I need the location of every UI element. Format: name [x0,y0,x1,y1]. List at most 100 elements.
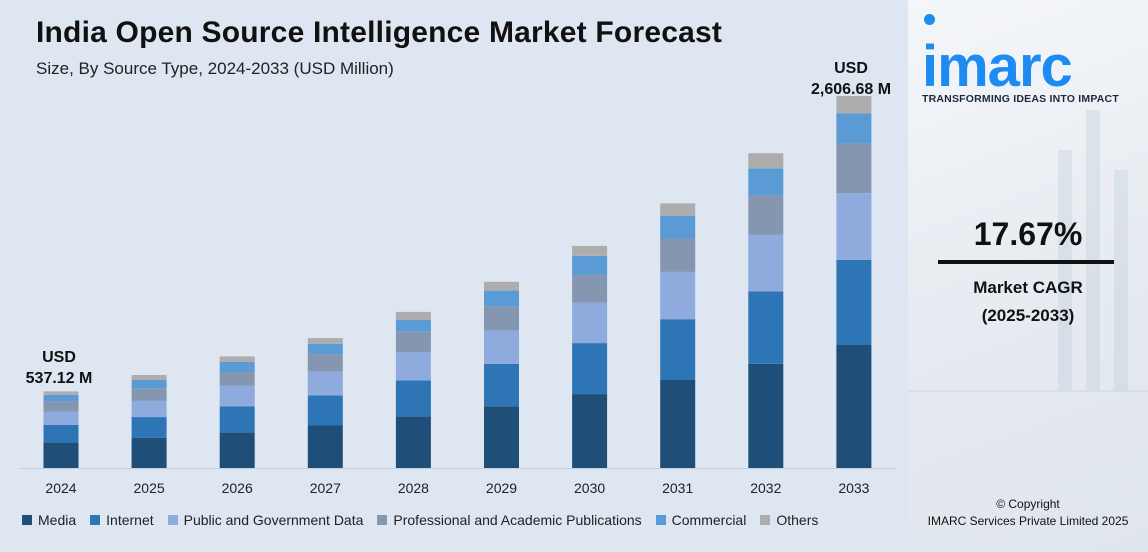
bar-segment-2028-public-and-government-data [395,352,431,381]
bar-segment-2032-others [748,153,784,169]
bar-segment-2031-professional-and-academic-publications [660,238,696,272]
bar-segment-2025-others [131,375,167,380]
x-tick-label-2027: 2027 [310,480,341,496]
cagr-value: 17.67% [973,216,1083,252]
decorative-bar [1114,170,1128,390]
legend-swatch-internet [90,515,101,525]
bar-segment-2024-others [43,391,79,395]
bar-segment-2032-professional-and-academic-publications [748,195,784,235]
x-tick-label-2026: 2026 [222,480,253,496]
bar-segment-2029-professional-and-academic-publications [484,306,519,331]
bar-segment-2032-commercial [748,168,784,196]
cagr-period: (2025-2033) [981,306,1075,325]
decorative-bar [1086,110,1100,390]
chart-panel: India Open Source Intelligence Market Fo… [0,0,908,552]
bar-segment-2027-media [307,425,343,468]
x-tick-label-2031: 2031 [662,480,693,496]
bar-segment-2024-internet [43,425,79,443]
bar-segment-2024-public-and-government-data [43,411,79,425]
bar-segment-2033-internet [836,259,872,345]
bar-segment-2024-media [43,442,79,468]
x-tick-label-2033: 2033 [838,480,869,496]
legend-label-commercial: Commercial [671,512,747,528]
bar-segment-2026-media [219,432,255,468]
bar-segment-2027-professional-and-academic-publications [307,354,343,372]
bar-segment-2029-others [484,281,519,291]
bar-segment-2028-others [395,311,431,320]
chart-title: India Open Source Intelligence Market Fo… [36,16,723,49]
chart-subtitle: Size, By Source Type, 2024-2033 (USD Mil… [36,59,394,78]
x-tick-label-2032: 2032 [750,480,781,496]
x-tick-label-2030: 2030 [574,480,605,496]
bar-segment-2024-professional-and-academic-publications [43,401,79,412]
bar-segment-2026-public-and-government-data [219,385,255,407]
bar-segment-2030-internet [572,343,608,394]
bar-segment-2027-commercial [307,343,343,355]
imarc-logo: imarc [922,34,1073,99]
bar-segment-2027-internet [307,395,343,426]
bar-segment-2030-media [572,394,608,468]
legend-item-others: Others [760,512,818,528]
bar-segment-2027-public-and-government-data [307,371,343,396]
bar-segment-2030-professional-and-academic-publications [572,274,608,303]
brand-tagline: TRANSFORMING IDEAS INTO IMPACT [922,93,1119,105]
bar-segment-2030-commercial [572,255,608,275]
bar-segment-2033-commercial [836,113,872,144]
bar-segment-2028-professional-and-academic-publications [395,331,431,353]
bar-segment-2024-commercial [43,394,79,402]
bar-segment-2029-internet [484,363,519,407]
x-tick-label-2028: 2028 [398,480,429,496]
end-unit-label: USD [834,60,868,77]
bar-segment-2025-public-and-government-data [131,400,167,417]
copyright-notice: © Copyright IMARC Services Private Limit… [908,496,1148,530]
legend-swatch-public-government-data [167,515,178,525]
stacked-bar-chart: 2024 2025 2026 2027 2028 2029 2030 2031 2032 2033 [20,96,896,496]
bar-segment-2029-media [484,406,519,468]
end-value-label: 2,606.68 M [810,81,892,98]
bar-segment-2033-media [836,345,872,468]
bar-segment-2029-commercial [484,290,519,307]
bar-segment-2031-media [660,379,696,468]
bar-segment-2032-public-and-government-data [748,234,784,292]
start-unit-label: USD [42,349,76,366]
copyright-company: IMARC Services Private Limited 2025 [927,514,1129,528]
start-value-annotation: USD 537.12 M [14,347,104,389]
legend-item-internet: Internet [90,512,154,528]
legend-label-media: Media [38,512,77,528]
legend-swatch-media [22,515,32,525]
chart-legend: Media Internet Public and Government Dat… [22,512,832,528]
legend-label-professional-academic: Professional and Academic Publications [393,512,642,528]
bar-segment-2025-professional-and-academic-publications [131,388,167,401]
bar-segment-2031-others [660,203,696,216]
bar-segment-2033-others [836,96,872,114]
bar-segment-2028-commercial [395,319,431,332]
bar-segment-2033-public-and-government-data [836,193,872,260]
bar-segment-2028-media [395,416,431,468]
legend-label-public-government-data: Public and Government Data [183,512,364,528]
legend-swatch-others [760,515,771,525]
copyright-label: © Copyright [996,497,1060,511]
bar-segment-2031-internet [660,319,696,380]
legend-item-media: Media [22,512,76,528]
x-tick-label-2024: 2024 [45,480,76,496]
legend-label-internet: Internet [106,512,154,528]
bar-segment-2033-professional-and-academic-publications [836,143,872,194]
cagr-label: Market CAGR [973,278,1083,297]
bar-segment-2025-commercial [131,379,167,389]
bar-segment-2026-internet [219,406,255,433]
bar-segment-2026-commercial [219,361,255,373]
bar-segment-2028-internet [395,380,431,417]
bar-segment-2026-others [219,356,255,362]
x-tick-label-2029: 2029 [486,480,517,496]
legend-swatch-professional-academic [377,515,388,525]
legend-item-professional-academic: Professional and Academic Publications [377,512,642,528]
legend-item-public-government-data: Public and Government Data [167,512,364,528]
bar-segment-2032-internet [748,291,784,364]
bar-segment-2025-internet [131,417,167,438]
x-tick-label-2025: 2025 [134,480,165,496]
bar-segment-2030-others [572,245,608,256]
bar-segment-2032-media [748,363,784,468]
cagr-divider [938,260,1114,264]
bar-segment-2027-others [307,338,343,344]
